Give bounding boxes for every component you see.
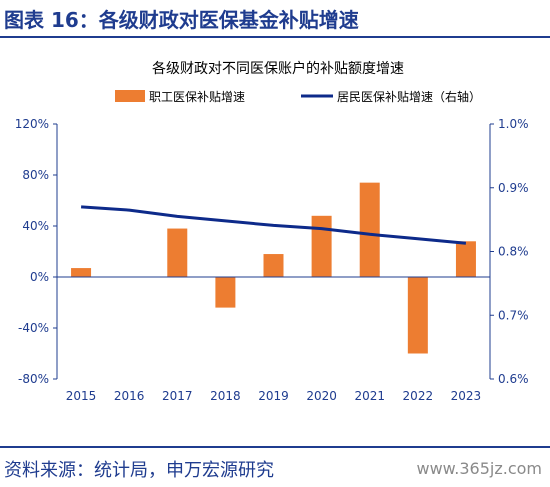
x-tick-label: 2017 [162, 389, 193, 403]
x-tick-label: 2016 [114, 389, 145, 403]
right-tick-label: 0.7% [498, 308, 529, 322]
figure-title: 图表 16：各级财政对医保基金补贴增速 [4, 8, 359, 32]
x-tick-label: 2022 [403, 389, 434, 403]
x-tick-label: 2021 [354, 389, 385, 403]
left-tick-label: 40% [22, 219, 49, 233]
bar [263, 254, 284, 277]
legend-line-label: 居民医保补贴增速（右轴） [337, 89, 481, 104]
x-tick-label: 2018 [210, 389, 241, 403]
left-tick-label: -40% [18, 321, 49, 335]
legend-bar-label: 职工医保补贴增速 [149, 90, 245, 104]
left-tick-label: -80% [18, 372, 49, 386]
x-tick-label: 2019 [258, 389, 289, 403]
bar [215, 277, 236, 308]
x-tick-label: 2020 [306, 389, 337, 403]
right-axis-ticks: 0.6% 0.7% 0.8% 0.9% 1.0% [490, 117, 529, 386]
source-note: 资料来源：统计局，申万宏源研究 [4, 460, 274, 481]
left-tick-label: 80% [22, 168, 49, 182]
bar [167, 228, 188, 277]
right-tick-label: 0.9% [498, 181, 529, 195]
bar [407, 277, 428, 354]
x-tick-label: 2015 [66, 389, 97, 403]
chart-title: 各级财政对不同医保账户的补贴额度增速 [152, 60, 404, 77]
bar [311, 215, 332, 277]
left-axis-ticks: -80% -40% 0% 40% 80% 120% [15, 117, 57, 386]
figure-header: 图表 16：各级财政对医保基金补贴增速 [0, 0, 550, 38]
legend-bar-swatch [115, 90, 145, 102]
footer-divider [0, 446, 550, 448]
bar-series [71, 182, 476, 354]
right-tick-label: 1.0% [498, 117, 529, 131]
bar [455, 241, 476, 277]
x-axis-labels: 2015 2016 2017 2018 2019 2020 2021 2022 2023 [66, 389, 481, 403]
bar [359, 182, 380, 277]
left-tick-label: 0% [30, 270, 49, 284]
x-tick-label: 2023 [451, 389, 482, 403]
left-tick-label: 120% [15, 117, 49, 131]
right-tick-label: 0.6% [498, 372, 529, 386]
header-divider [0, 36, 550, 38]
watermark: www.365jz.com [416, 459, 542, 478]
right-tick-label: 0.8% [498, 245, 529, 259]
line-series [81, 205, 467, 245]
bar [71, 268, 92, 277]
plot-area: -80% -40% 0% 40% 80% 120% 0.6% 0.7% 0.8% 0.9% 1.0… [15, 117, 529, 403]
legend: 职工医保补贴增速 居民医保补贴增速（右轴） [115, 89, 481, 104]
chart: 各级财政对不同医保账户的补贴额度增速 职工医保补贴增速 居民医保补贴增速（右轴）… [15, 60, 529, 403]
